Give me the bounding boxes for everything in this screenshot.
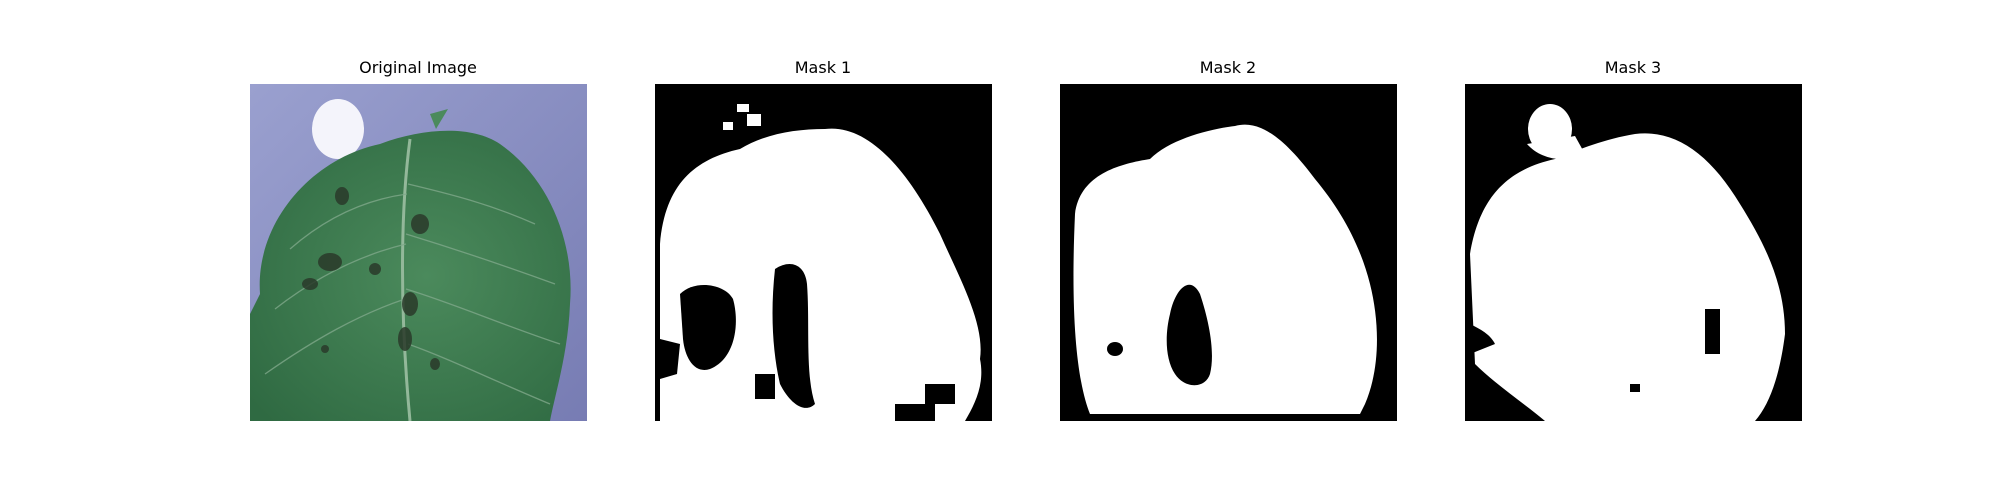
mask-2-image [1060,84,1397,421]
mask-1-image [655,84,992,421]
glare-spot [312,99,364,159]
leaf-blade [250,130,571,421]
original-image [250,84,587,421]
leaf-midrib [401,138,412,421]
panel-title-original: Original Image [359,58,477,77]
mask-3-image [1465,84,1802,421]
panel-title-mask-2: Mask 2 [1199,58,1257,77]
panel-title-mask-3: Mask 3 [1604,58,1662,77]
panel-title-mask-1: Mask 1 [794,58,852,77]
leaf-photo [250,84,587,421]
